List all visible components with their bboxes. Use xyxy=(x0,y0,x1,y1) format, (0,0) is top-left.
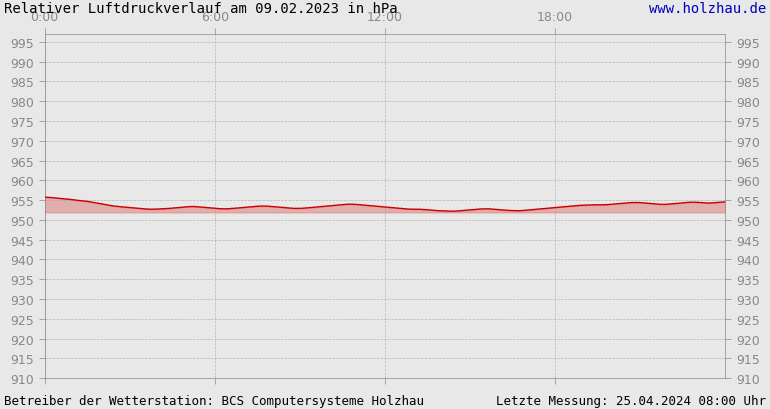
Text: Relativer Luftdruckverlauf am 09.02.2023 in hPa: Relativer Luftdruckverlauf am 09.02.2023… xyxy=(4,2,397,16)
Text: Letzte Messung: 25.04.2024 08:00 Uhr: Letzte Messung: 25.04.2024 08:00 Uhr xyxy=(496,394,766,407)
Text: Betreiber der Wetterstation: BCS Computersysteme Holzhau: Betreiber der Wetterstation: BCS Compute… xyxy=(4,394,424,407)
Text: www.holzhau.de: www.holzhau.de xyxy=(649,2,766,16)
